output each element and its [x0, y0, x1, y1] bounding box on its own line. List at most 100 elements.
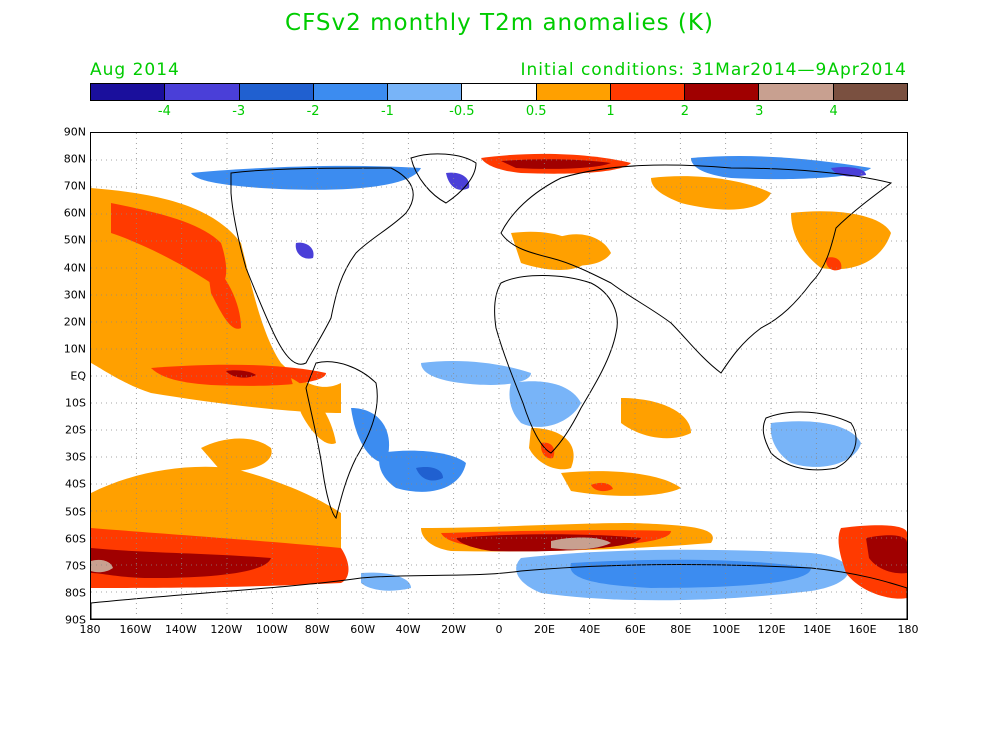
latitude-label: 30N — [63, 288, 86, 302]
hot-anomaly-barents-sea — [501, 159, 611, 169]
longitude-label: 140W — [164, 623, 197, 636]
colorbar-swatch — [165, 84, 240, 100]
map-canvas — [91, 133, 907, 619]
longitude-label: 120E — [757, 623, 786, 636]
longitude-label: 100W — [255, 623, 288, 636]
longitude-label: 100E — [712, 623, 741, 636]
longitude-label: 20E — [533, 623, 555, 636]
latitude-label: 20S — [65, 423, 86, 437]
colorbar-swatch — [239, 84, 314, 100]
colorbar-tick-label: -0.5 — [449, 104, 475, 119]
cold-anomaly-greenland — [446, 172, 470, 190]
longitude-label: 140E — [803, 623, 832, 636]
hot-anomaly-southern-ocean-west — [91, 548, 271, 578]
longitude-label: 40W — [395, 623, 421, 636]
colorbar-swatch — [313, 84, 389, 100]
coastline-south-america — [305, 361, 378, 519]
cold-anomaly-east-siberia — [691, 156, 871, 180]
latitude-label: EQ — [70, 369, 86, 383]
coastline-australia — [762, 411, 857, 471]
anomaly-map — [90, 132, 908, 620]
latitude-label: 50S — [65, 505, 86, 519]
latitude-label: 80N — [63, 152, 86, 166]
latitude-label: 40N — [63, 261, 86, 275]
warm-anomaly-peru — [291, 378, 336, 444]
longitude-label: 160W — [119, 623, 152, 636]
warm-anomaly-south-pacific — [91, 466, 341, 553]
longitude-label: 180 — [79, 623, 101, 636]
coastline-north-america — [230, 167, 414, 365]
extreme-anomaly-sw-pacific — [91, 559, 113, 573]
warm-anomaly-europe — [546, 234, 611, 266]
colorbar-tick-label: -4 — [157, 104, 171, 119]
cold-anomaly-canadian-arctic — [191, 165, 421, 190]
warm-anomaly-japan — [825, 257, 842, 271]
colorbar-tick-label: -2 — [306, 104, 320, 119]
latitude-label: 60N — [63, 206, 86, 220]
latitude-label: 90N — [63, 125, 86, 139]
latitude-label: 70N — [63, 179, 86, 193]
warm-anomaly-ne-pacific-core — [111, 203, 227, 286]
cold-anomaly-east-antarctica-core — [570, 559, 811, 588]
latitude-label: 10N — [63, 342, 86, 356]
coastline-eurasia — [500, 164, 893, 374]
cold-anomaly-south-atlantic-core — [416, 467, 443, 481]
latitude-label: 20N — [63, 315, 86, 329]
colorbar-swatch — [610, 84, 686, 100]
latitude-label: 50N — [63, 233, 86, 247]
warm-anomaly-indian-ocean — [621, 398, 691, 439]
colorbar-swatch — [462, 84, 537, 100]
chart-title: CFSv2 monthly T2m anomalies (K) — [285, 10, 714, 36]
warm-anomaly-siberia — [651, 176, 771, 210]
latitude-label: 70S — [65, 559, 86, 573]
latitude-label: 90S — [65, 613, 86, 627]
latitude-axis: 90N 80N 70N 60N 50N 40N 30N 20N 10N EQ 10S 20S 30S 40… — [50, 126, 88, 627]
longitude-label: 160E — [848, 623, 877, 636]
initial-conditions: Initial conditions: 31Mar2014—9Apr2014 — [520, 60, 907, 80]
longitude-label: 80E — [670, 623, 692, 636]
colorbar-labels: -4 -3 -2 -1 -0.5 0.5 1 2 3 4 — [90, 104, 908, 120]
colorbar-swatch — [388, 84, 463, 100]
warm-anomaly-indian-ocean-south — [561, 471, 681, 496]
colorbar-tick-label: 0.5 — [525, 104, 547, 119]
colorbar — [90, 83, 908, 101]
hot-anomaly-indian-ocean — [591, 482, 613, 492]
coastline-greenland — [410, 153, 477, 204]
colorbar-tick-label: 1 — [606, 104, 615, 119]
latitude-label: 60S — [65, 532, 86, 546]
longitude-label: 20W — [441, 623, 466, 636]
anomaly-fields — [91, 153, 907, 601]
warm-anomaly-northwest-pacific — [791, 211, 891, 270]
colorbar-tick-label: 2 — [680, 104, 690, 119]
cold-anomaly-tropical-atlantic — [421, 361, 531, 385]
coastline-antarctica — [91, 564, 907, 619]
latitude-label: 80S — [65, 586, 86, 600]
extreme-anomaly-southern-ocean — [551, 537, 611, 550]
longitude-label: 180 — [897, 623, 919, 636]
longitude-label: 80W — [304, 623, 330, 636]
colorbar-swatch — [833, 84, 907, 100]
latitude-label: 30S — [65, 450, 86, 464]
cold-anomaly-south-america — [351, 408, 390, 463]
hot-anomaly-equatorial-pacific — [226, 370, 256, 378]
coastline-africa — [494, 275, 618, 454]
coastlines — [91, 153, 907, 619]
longitude-label: 60E — [624, 623, 646, 636]
cold-anomaly-africa — [509, 381, 581, 427]
warm-anomaly-south-pacific-2 — [201, 438, 272, 472]
longitude-label: 0 — [495, 623, 503, 636]
hot-anomaly-ross-sea — [866, 535, 907, 574]
latitude-label: 40S — [65, 477, 86, 491]
cold-anomaly-west-antarctica — [361, 572, 411, 591]
colorbar-tick-label: -1 — [380, 104, 394, 119]
forecast-month: Aug 2014 — [90, 60, 180, 80]
longitude-label: 40E — [579, 623, 601, 636]
cold-anomaly-hudson — [295, 242, 314, 259]
longitude-axis: 180 160W 140W 120W 100W 80W 60W 40W 20W 0 20E 40E 60… — [80, 623, 919, 637]
latitude-label: 10S — [65, 396, 86, 410]
colorbar-swatch — [685, 84, 760, 100]
colorbar-swatch — [536, 84, 611, 100]
colorbar-swatch — [91, 84, 166, 100]
colorbar-tick-label: -3 — [232, 104, 246, 119]
graticule — [91, 133, 907, 619]
